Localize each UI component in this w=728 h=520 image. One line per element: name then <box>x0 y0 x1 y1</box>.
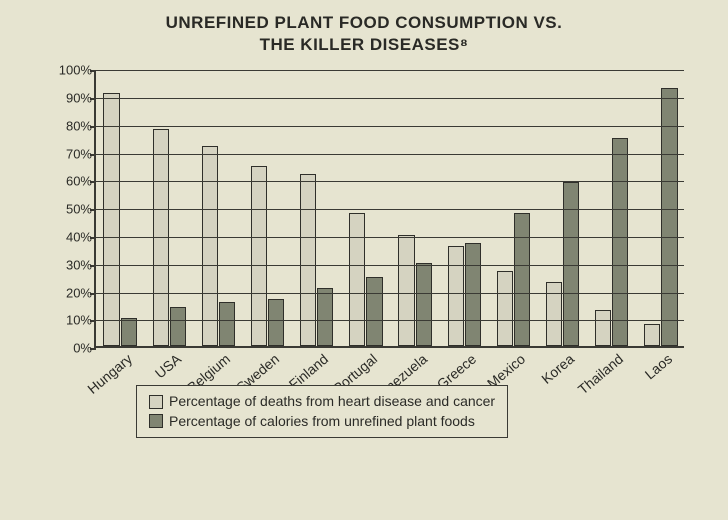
legend-row: Percentage of calories from unrefined pl… <box>149 412 495 432</box>
chart-frame: HungaryUSABelgiumSwedenFinlandPortugalVe… <box>28 64 700 444</box>
bar-plantcal <box>317 288 333 346</box>
plot-area: HungaryUSABelgiumSwedenFinlandPortugalVe… <box>94 70 684 348</box>
title-line-1: UNREFINED PLANT FOOD CONSUMPTION VS. <box>28 12 700 34</box>
gridline <box>96 70 684 71</box>
bar-plantcal <box>170 307 186 346</box>
bar-plantcal <box>416 263 432 346</box>
category-group: USA <box>145 70 194 346</box>
gridline <box>96 265 684 266</box>
xtick-label: USA <box>148 346 184 381</box>
bar-deaths <box>349 213 365 346</box>
bar-plantcal <box>366 277 382 347</box>
category-group: Thailand <box>588 70 637 346</box>
category-group: Mexico <box>489 70 538 346</box>
ytick-label: 90% <box>66 90 96 105</box>
ytick-label: 80% <box>66 118 96 133</box>
bar-deaths <box>103 93 119 346</box>
category-group: Belgium <box>194 70 243 346</box>
gridline <box>96 209 684 210</box>
category-group: Venezuela <box>391 70 440 346</box>
page: UNREFINED PLANT FOOD CONSUMPTION VS. THE… <box>0 0 728 520</box>
legend-label: Percentage of deaths from heart disease … <box>169 392 495 412</box>
category-group: Finland <box>293 70 342 346</box>
legend: Percentage of deaths from heart disease … <box>136 385 508 438</box>
bar-deaths <box>448 246 464 346</box>
bar-deaths <box>202 146 218 346</box>
gridline <box>96 98 684 99</box>
bar-deaths <box>644 324 660 346</box>
bar-plantcal <box>465 243 481 346</box>
ytick-label: 60% <box>66 174 96 189</box>
category-group: Hungary <box>96 70 145 346</box>
bar-deaths <box>595 310 611 346</box>
bar-deaths <box>398 235 414 346</box>
gridline <box>96 126 684 127</box>
gridline <box>96 293 684 294</box>
gridline <box>96 320 684 321</box>
bar-plantcal <box>219 302 235 346</box>
category-group: Portugal <box>342 70 391 346</box>
chart-title: UNREFINED PLANT FOOD CONSUMPTION VS. THE… <box>28 12 700 56</box>
category-group: Laos <box>637 70 686 346</box>
ytick-label: 70% <box>66 146 96 161</box>
ytick-label: 0% <box>73 341 96 356</box>
gridline <box>96 181 684 182</box>
ytick-label: 10% <box>66 313 96 328</box>
legend-swatch <box>149 395 163 409</box>
category-group: Greece <box>440 70 489 346</box>
gridline <box>96 237 684 238</box>
category-group: Korea <box>539 70 588 346</box>
title-line-2: THE KILLER DISEASES⁸ <box>28 34 700 56</box>
ytick-label: 50% <box>66 202 96 217</box>
ytick-label: 20% <box>66 285 96 300</box>
gridline <box>96 154 684 155</box>
ytick-label: 40% <box>66 229 96 244</box>
ytick-label: 100% <box>59 63 96 78</box>
legend-row: Percentage of deaths from heart disease … <box>149 392 495 412</box>
bar-deaths <box>497 271 513 346</box>
bars-layer: HungaryUSABelgiumSwedenFinlandPortugalVe… <box>96 70 684 346</box>
bar-plantcal <box>612 138 628 347</box>
xtick-label: Laos <box>638 346 675 382</box>
legend-label: Percentage of calories from unrefined pl… <box>169 412 475 432</box>
bar-plantcal <box>121 318 137 346</box>
bar-deaths <box>251 166 267 347</box>
ytick-label: 30% <box>66 257 96 272</box>
legend-swatch <box>149 414 163 428</box>
bar-plantcal <box>514 213 530 346</box>
xtick-label: Thailand <box>571 346 626 397</box>
category-group: Sweden <box>244 70 293 346</box>
bar-plantcal <box>268 299 284 346</box>
